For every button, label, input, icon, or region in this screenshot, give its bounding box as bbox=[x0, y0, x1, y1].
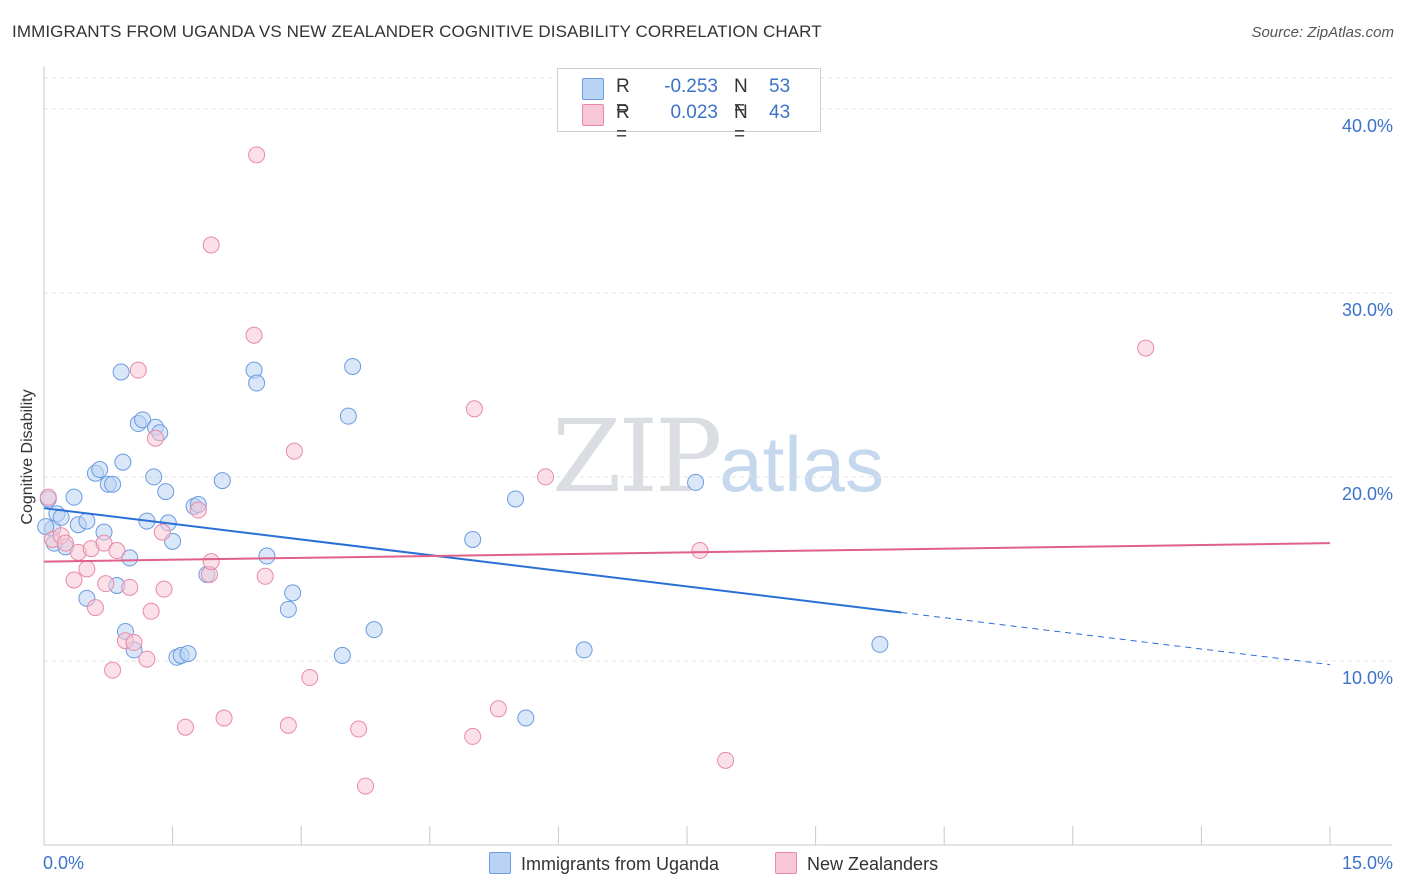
point-newzealanders bbox=[108, 542, 126, 560]
point-newzealanders bbox=[691, 542, 709, 560]
point-uganda bbox=[464, 530, 482, 548]
stats-legend: R = -0.253 N = 53 R = 0.023 N = 43 bbox=[557, 68, 821, 145]
point-newzealanders bbox=[215, 709, 233, 727]
point-uganda bbox=[134, 411, 152, 429]
point-newzealanders bbox=[146, 429, 164, 447]
chart-title: IMMIGRANTS FROM UGANDA VS NEW ZEALANDER … bbox=[12, 22, 822, 41]
y-tick-label: 10.0% bbox=[1342, 668, 1393, 688]
point-newzealanders bbox=[717, 751, 735, 769]
point-newzealanders bbox=[202, 236, 220, 254]
point-newzealanders bbox=[39, 488, 57, 506]
point-uganda bbox=[112, 363, 130, 381]
y-tick-label: 30.0% bbox=[1342, 300, 1393, 320]
point-newzealanders bbox=[155, 580, 173, 598]
point-newzealanders bbox=[95, 534, 113, 552]
point-newzealanders bbox=[285, 442, 303, 460]
point-uganda bbox=[91, 461, 109, 479]
legend-r-label: R = bbox=[616, 76, 630, 119]
point-uganda bbox=[114, 453, 132, 471]
point-uganda bbox=[339, 407, 357, 425]
point-uganda bbox=[213, 472, 231, 490]
point-newzealanders bbox=[465, 400, 483, 418]
legend-n-label: N = bbox=[734, 76, 748, 119]
point-uganda bbox=[121, 549, 139, 567]
point-uganda bbox=[248, 374, 266, 392]
x-tick-label: 15.0% bbox=[1342, 853, 1393, 873]
point-newzealanders bbox=[56, 534, 74, 552]
point-newzealanders bbox=[65, 571, 83, 589]
point-uganda bbox=[78, 512, 96, 530]
point-uganda bbox=[65, 488, 83, 506]
bottom-legend-label-uganda: Immigrants from Uganda bbox=[521, 854, 720, 874]
trendline-uganda-extension bbox=[901, 611, 1331, 666]
point-newzealanders bbox=[142, 602, 160, 620]
point-uganda bbox=[871, 635, 889, 653]
point-newzealanders bbox=[86, 599, 104, 617]
legend-n-label: N = bbox=[734, 102, 748, 145]
y-tick-label: 40.0% bbox=[1342, 116, 1393, 136]
legend-n-value: 43 bbox=[769, 102, 791, 123]
point-uganda bbox=[104, 475, 122, 493]
legend-r-value: 0.023 bbox=[670, 102, 718, 123]
point-newzealanders bbox=[78, 560, 96, 578]
point-newzealanders bbox=[357, 777, 374, 795]
point-newzealanders bbox=[129, 361, 147, 379]
bottom-legend-uganda: Immigrants from Uganda bbox=[489, 852, 719, 875]
point-newzealanders bbox=[138, 650, 156, 668]
point-newzealanders bbox=[464, 727, 482, 745]
source-label: Source: ZipAtlas.com bbox=[1251, 24, 1394, 41]
point-newzealanders bbox=[176, 718, 194, 736]
legend-n-value: 53 bbox=[769, 76, 791, 97]
point-uganda bbox=[507, 490, 525, 508]
point-newzealanders bbox=[256, 567, 274, 585]
point-newzealanders bbox=[104, 661, 122, 679]
point-newzealanders bbox=[202, 553, 220, 571]
point-uganda bbox=[279, 600, 297, 618]
bottom-legend-label-newzealanders: New Zealanders bbox=[807, 854, 939, 874]
point-uganda bbox=[284, 584, 302, 602]
point-uganda bbox=[687, 473, 705, 491]
bottom-legend-newzealanders: New Zealanders bbox=[775, 852, 938, 875]
point-newzealanders bbox=[350, 720, 368, 738]
point-newzealanders bbox=[121, 578, 139, 596]
point-newzealanders bbox=[537, 468, 555, 486]
point-uganda bbox=[333, 646, 351, 664]
trendline-uganda bbox=[43, 507, 902, 614]
point-uganda bbox=[365, 621, 383, 639]
point-uganda bbox=[145, 468, 163, 486]
point-uganda bbox=[179, 645, 197, 663]
legend-swatch-uganda bbox=[582, 78, 604, 100]
point-newzealanders bbox=[245, 326, 263, 344]
point-newzealanders bbox=[125, 634, 143, 652]
point-uganda bbox=[157, 483, 175, 501]
point-uganda bbox=[258, 547, 276, 565]
trendline-newzealanders bbox=[43, 542, 1331, 563]
point-newzealanders bbox=[248, 146, 266, 164]
x-tick-label: 0.0% bbox=[43, 853, 84, 873]
point-newzealanders bbox=[301, 669, 319, 687]
point-newzealanders bbox=[489, 700, 507, 718]
point-uganda bbox=[575, 641, 593, 659]
bottom-legend-swatch-newzealanders bbox=[775, 852, 797, 874]
y-tick-label: 20.0% bbox=[1342, 484, 1393, 504]
point-uganda bbox=[517, 709, 535, 727]
point-newzealanders bbox=[279, 716, 297, 734]
point-newzealanders bbox=[97, 575, 115, 593]
y-axis-label: Cognitive Disability bbox=[19, 389, 36, 525]
legend-r-value: -0.253 bbox=[664, 76, 718, 97]
point-newzealanders bbox=[189, 501, 207, 519]
point-newzealanders bbox=[1137, 339, 1155, 357]
point-uganda bbox=[344, 357, 362, 375]
legend-r-label: R = bbox=[616, 102, 630, 145]
point-newzealanders bbox=[153, 523, 171, 541]
legend-swatch-newzealanders bbox=[582, 104, 604, 126]
bottom-legend-swatch-uganda bbox=[489, 852, 511, 874]
